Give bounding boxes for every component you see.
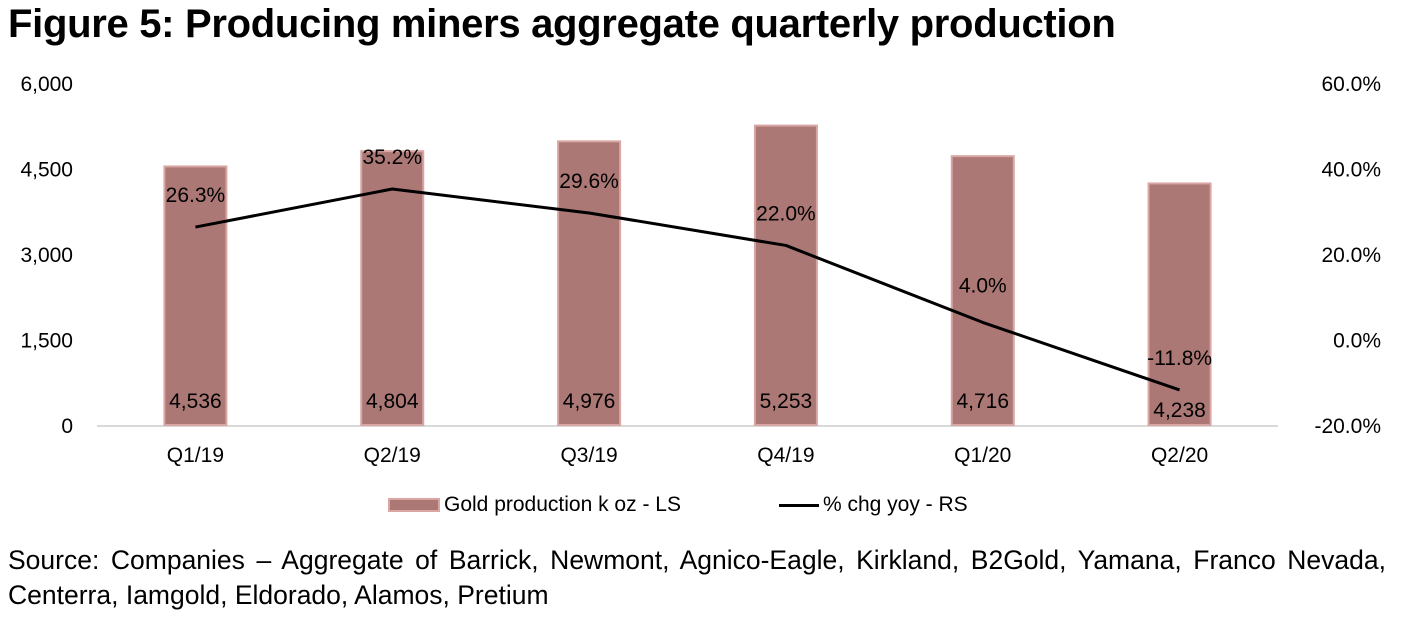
x-axis-tick-label: Q2/19 — [364, 444, 421, 467]
line-data-labels: 26.3% 35.2% 29.6% 22.0% 4.0% -11.8% — [166, 146, 1212, 370]
left-axis-tick-label: 4,500 — [20, 159, 73, 182]
bar-series — [163, 124, 1212, 427]
bar-data-labels: 4,536 4,804 4,976 5,253 4,716 4,238 — [169, 390, 1206, 422]
right-axis-tick-label: 0.0% — [1333, 330, 1381, 353]
line-data-label: 29.6% — [559, 170, 619, 193]
right-axis-tick-label: 20.0% — [1321, 244, 1381, 267]
bar-data-label: 4,238 — [1153, 399, 1206, 422]
figure-title: Figure 5: Producing miners aggregate qua… — [8, 2, 1116, 46]
left-axis-tick-label: 6,000 — [20, 73, 73, 96]
source-note: Source: Companies – Aggregate of Barrick… — [8, 545, 1386, 610]
legend-line-label: % chg yoy - RS — [822, 493, 968, 516]
bar — [1147, 182, 1212, 426]
legend-bar-label: Gold production k oz - LS — [444, 493, 681, 516]
right-axis-tick-label: 60.0% — [1321, 73, 1381, 96]
bar — [163, 165, 228, 426]
legend: Gold production k oz - LS % chg yoy - RS — [388, 493, 968, 517]
x-axis-tick-label: Q4/19 — [757, 444, 814, 467]
right-axis-tick-label: -20.0% — [1314, 415, 1381, 438]
x-axis-tick-label: Q1/19 — [167, 444, 224, 467]
left-axis: 0 1,500 3,000 4,500 6,000 — [20, 73, 73, 438]
line-data-label: -11.8% — [1147, 347, 1212, 370]
line-data-label: 26.3% — [166, 184, 226, 207]
x-axis-tick-label: Q2/20 — [1151, 444, 1208, 467]
line-data-label: 35.2% — [362, 146, 422, 169]
left-axis-tick-label: 3,000 — [20, 244, 73, 267]
legend-line-swatch — [778, 503, 819, 507]
bar — [557, 140, 622, 426]
left-axis-tick-label: 1,500 — [20, 330, 73, 353]
bar-data-label: 5,253 — [760, 390, 813, 413]
bar-data-label: 4,536 — [169, 390, 222, 413]
bar-data-label: 4,804 — [366, 390, 419, 413]
bar — [753, 124, 818, 426]
bar-data-label: 4,716 — [956, 390, 1009, 413]
x-axis-tick-label: Q3/19 — [560, 444, 617, 467]
line-data-label: 22.0% — [756, 202, 816, 225]
bar-data-label: 4,976 — [563, 390, 616, 413]
line-path — [195, 187, 1181, 392]
left-axis-tick-label: 0 — [61, 415, 73, 438]
line-data-label: 4.0% — [959, 274, 1007, 297]
right-axis-tick-label: 40.0% — [1321, 159, 1381, 182]
line-series — [195, 187, 1181, 392]
x-axis: Q1/19 Q2/19 Q3/19 Q4/19 Q1/20 Q2/20 — [167, 444, 1208, 467]
x-axis-tick-label: Q1/20 — [954, 444, 1011, 467]
legend-bar-swatch — [388, 498, 440, 512]
right-axis: -20.0% 0.0% 20.0% 40.0% 60.0% — [1314, 73, 1381, 438]
bar — [360, 150, 425, 426]
bar — [950, 155, 1015, 427]
